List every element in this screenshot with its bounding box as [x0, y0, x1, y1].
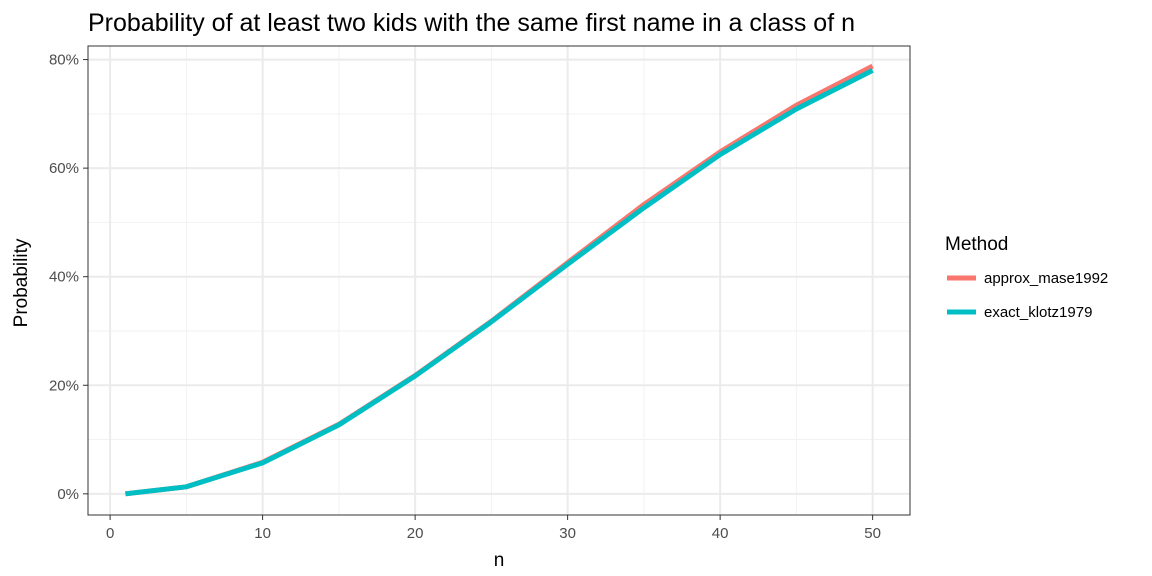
y-tick-label: 40% [49, 269, 79, 286]
x-tick-label: 10 [254, 525, 271, 542]
y-axis: 0% 20% 40% 60% 80% [49, 52, 88, 503]
major-grid [88, 46, 910, 515]
x-tick-label: 20 [407, 525, 424, 542]
y-axis-title: Probability [11, 238, 32, 327]
legend-title: Method [945, 234, 1008, 255]
x-axis-title: n [494, 550, 505, 571]
x-tick-label: 40 [712, 525, 729, 542]
y-tick-label: 80% [49, 52, 79, 69]
x-tick-label: 50 [864, 525, 881, 542]
panel-border [87, 45, 911, 516]
chart-title: Probability of at least two kids with th… [88, 9, 855, 37]
x-tick-label: 0 [106, 525, 114, 542]
x-axis: 0 10 20 30 40 50 [106, 515, 881, 542]
legend-label-approx_mase1992: approx_mase1992 [984, 270, 1108, 287]
minor-grid [88, 46, 910, 515]
y-tick-label: 0% [57, 486, 79, 503]
y-tick-label: 60% [49, 160, 79, 177]
y-tick-label: 20% [49, 377, 79, 394]
series-lines [125, 63, 874, 497]
legend: Method approx_mase1992 exact_klotz1979 [945, 234, 1108, 321]
legend-label-exact_klotz1979: exact_klotz1979 [984, 304, 1092, 321]
x-tick-label: 30 [559, 525, 576, 542]
series-line-exact_klotz1979 [125, 68, 874, 497]
